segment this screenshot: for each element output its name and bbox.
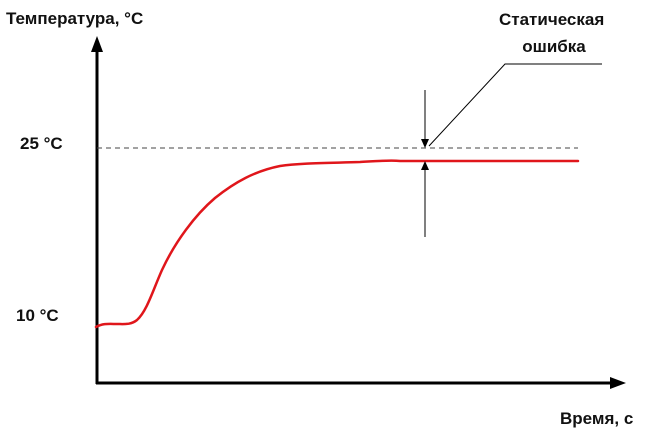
setpoint-tick-label: 25 °C bbox=[20, 134, 63, 153]
annotation-line-1: Статическая bbox=[499, 10, 604, 29]
error-arrow-up bbox=[421, 161, 429, 170]
y-axis-label: Температура, °C bbox=[6, 9, 143, 28]
static-error-annotation: Статическая ошибка bbox=[499, 10, 609, 56]
annotation-line-2: ошибка bbox=[522, 37, 586, 56]
error-arrow-down bbox=[421, 139, 429, 148]
y-axis-arrow bbox=[91, 36, 103, 52]
initial-tick-label: 10 °C bbox=[16, 306, 59, 325]
annotation-leader-line bbox=[428, 63, 602, 147]
temperature-response-curve bbox=[94, 159, 580, 329]
x-axis-arrow bbox=[610, 377, 626, 389]
x-axis-label: Время, с bbox=[560, 409, 633, 428]
